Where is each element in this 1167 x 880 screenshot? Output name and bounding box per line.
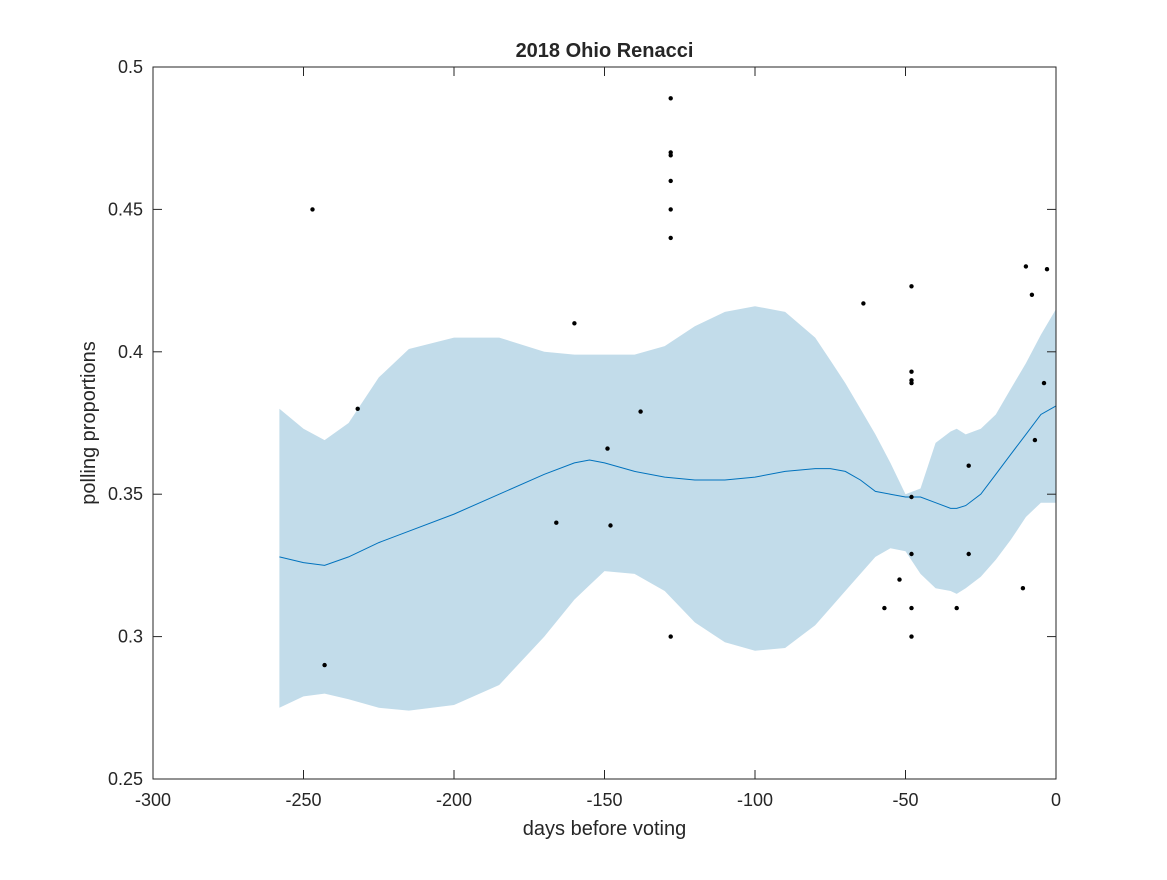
x-tick-label: -300 xyxy=(135,790,171,810)
data-point xyxy=(966,551,971,557)
data-point xyxy=(909,605,914,611)
data-point xyxy=(1044,267,1050,272)
data-point xyxy=(909,369,914,374)
y-tick-label: 0.25 xyxy=(108,769,143,789)
data-point xyxy=(966,463,971,468)
x-axis-label: days before voting xyxy=(523,818,686,840)
x-tick-label: -100 xyxy=(737,790,773,810)
data-point xyxy=(310,207,315,212)
data-point xyxy=(668,178,673,184)
y-tick-label: 0.4 xyxy=(118,342,143,362)
data-point xyxy=(1023,264,1029,269)
y-tick-label: 0.3 xyxy=(118,627,143,647)
x-tick-label: 0 xyxy=(1051,790,1061,810)
data-point xyxy=(668,153,673,158)
data-point xyxy=(1029,292,1035,297)
y-axis-label: polling proportions xyxy=(78,341,100,504)
x-tick-label: -250 xyxy=(285,790,321,810)
data-point xyxy=(909,284,914,289)
data-point xyxy=(861,301,866,306)
data-point xyxy=(668,235,673,241)
data-point xyxy=(909,634,914,639)
data-point xyxy=(554,520,559,525)
data-point xyxy=(322,662,327,668)
x-tick-label: -50 xyxy=(892,790,918,810)
data-point xyxy=(1041,380,1047,386)
data-point xyxy=(1020,586,1026,591)
data-point xyxy=(668,207,673,212)
axes-layer: -300 -250 -200 -150 -100 -50 0 0.25 0.3 0.35 0.4 0.… xyxy=(108,57,1061,810)
trend-line xyxy=(279,405,1057,566)
data-point xyxy=(954,605,959,611)
data-point xyxy=(605,446,610,451)
data-point xyxy=(668,634,673,639)
chart-title: 2018 Ohio Renacci xyxy=(516,40,694,62)
data-point xyxy=(1032,437,1038,443)
data-point xyxy=(909,380,914,386)
x-tick-label: -200 xyxy=(436,790,472,810)
y-tick-label: 0.5 xyxy=(118,57,143,77)
data-points-layer xyxy=(310,96,1050,668)
data-point xyxy=(668,96,673,101)
confidence-band xyxy=(279,306,1056,711)
data-point xyxy=(909,551,914,557)
y-tick-label: 0.45 xyxy=(108,199,143,219)
data-point xyxy=(909,494,914,500)
data-point xyxy=(897,577,902,582)
data-point xyxy=(355,406,360,411)
data-point xyxy=(572,321,577,326)
trend-line-layer xyxy=(279,405,1057,566)
data-point xyxy=(608,523,613,528)
data-point xyxy=(882,605,887,611)
data-point xyxy=(638,409,643,414)
confidence-band-layer xyxy=(279,306,1056,711)
y-tick-label: 0.35 xyxy=(108,484,143,504)
x-tick-label: -150 xyxy=(586,790,622,810)
